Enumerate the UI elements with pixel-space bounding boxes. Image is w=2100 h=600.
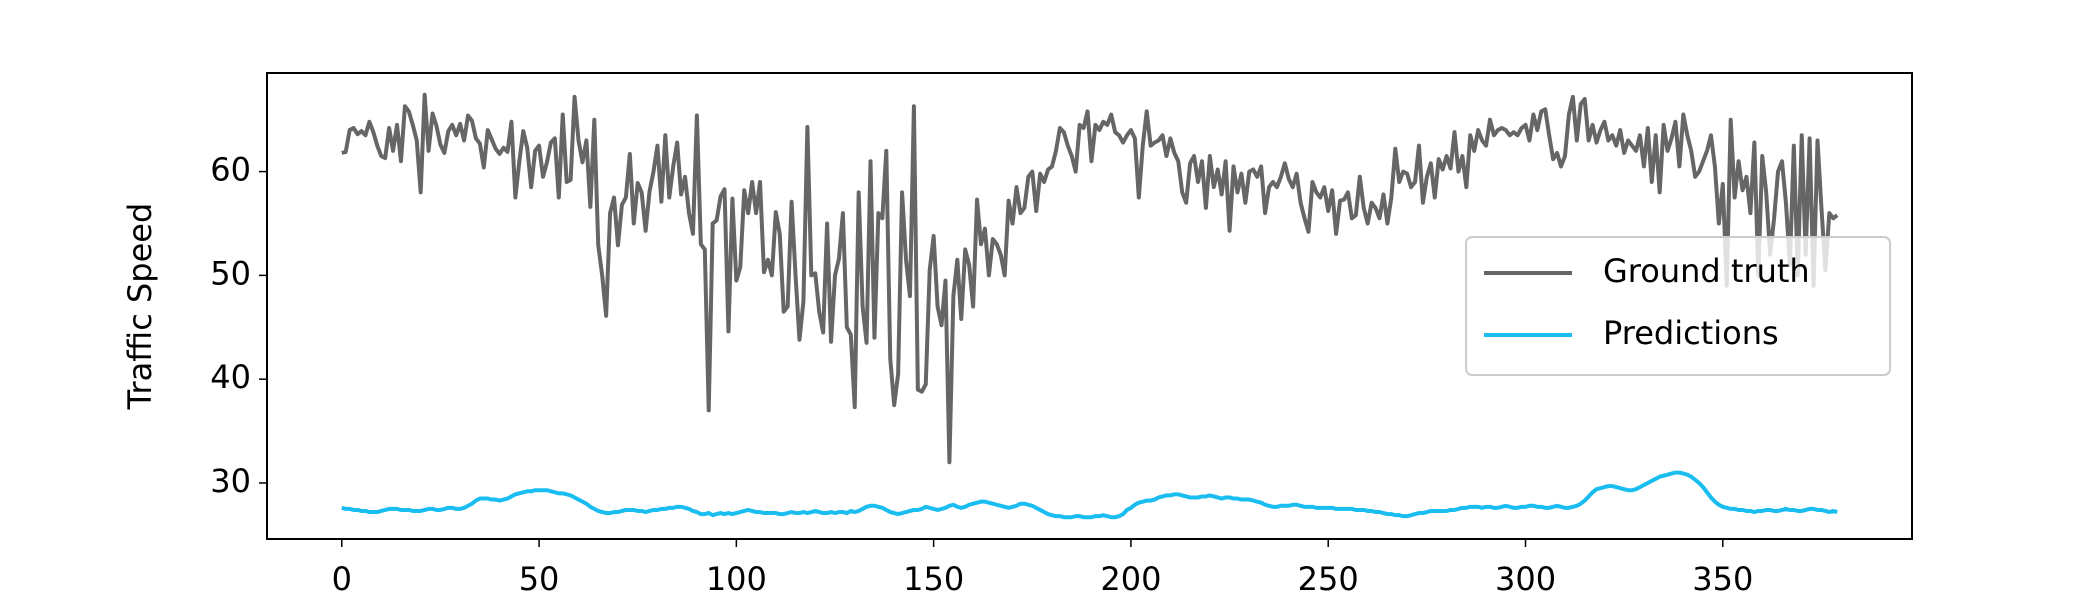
x-tick-label: 200: [1100, 560, 1161, 598]
data-line: [341, 470, 1838, 520]
y-tick-label: 30: [210, 462, 251, 500]
legend-label: Predictions: [1603, 314, 1779, 352]
legend-label: Ground truth: [1603, 252, 1810, 290]
y-axis-label: Traffic Speed: [121, 203, 159, 411]
x-tick-label: 300: [1495, 560, 1556, 598]
data-line: [341, 92, 1839, 465]
x-tick-label: 50: [519, 560, 560, 598]
plot-frame: [266, 72, 1913, 540]
x-tick-label: 100: [706, 560, 767, 598]
x-tick-label: 0: [332, 560, 352, 598]
y-tick-label: 40: [210, 358, 251, 396]
x-tick-label: 250: [1298, 560, 1359, 598]
y-tick-label: 60: [210, 151, 251, 189]
x-tick-label: 150: [903, 560, 964, 598]
x-tick-label: 350: [1692, 560, 1753, 598]
y-tick-label: 50: [210, 254, 251, 292]
